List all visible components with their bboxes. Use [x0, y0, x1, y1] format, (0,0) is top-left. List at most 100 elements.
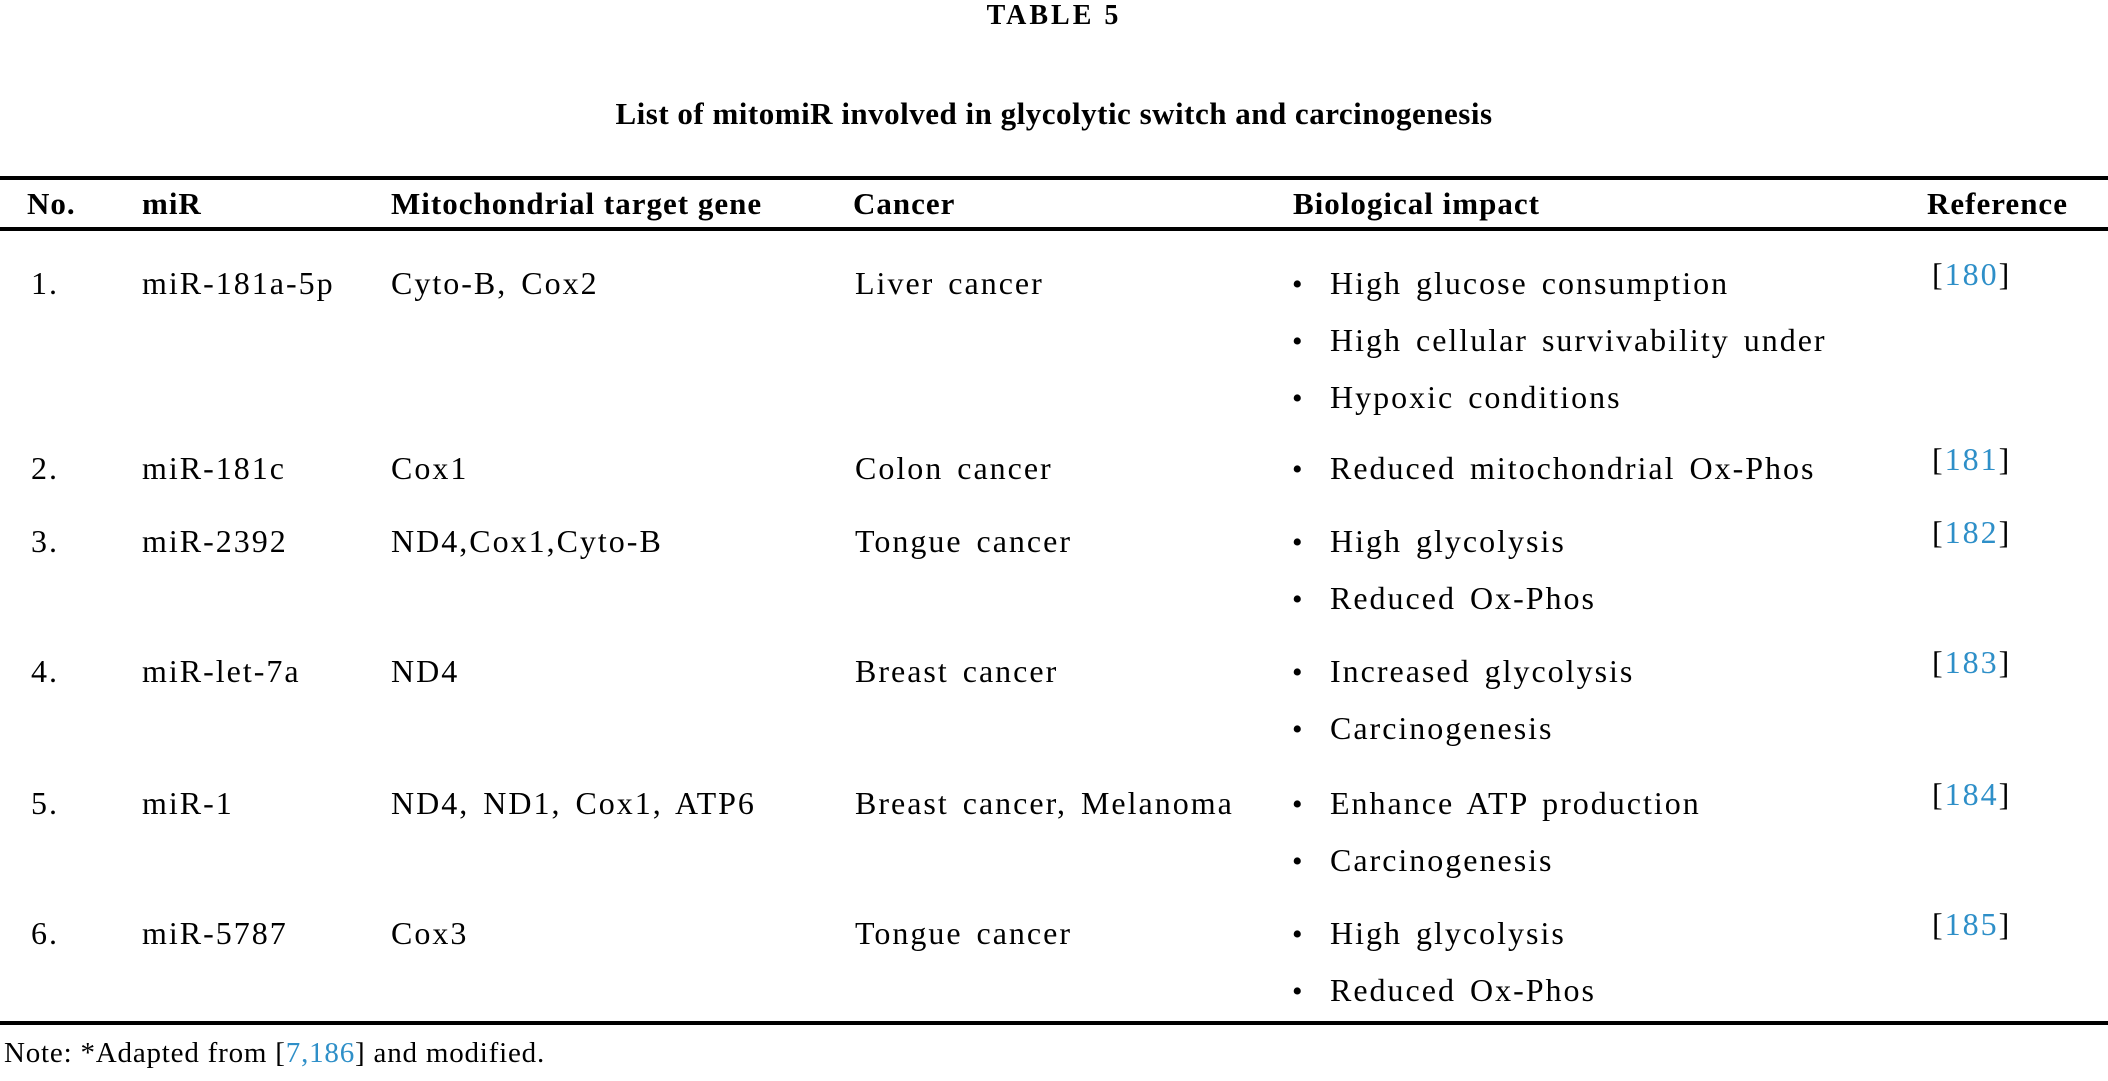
reference-cell: [183] [1932, 642, 2011, 682]
table-subtitle: List of mitomiR involved in glycolytic s… [615, 96, 1493, 131]
cancer-type: Colon cancer [855, 450, 1053, 486]
bullet-icon: • [1292, 845, 1305, 878]
impact-text: Carcinogenesis [1330, 710, 1554, 746]
impact-item: • Increased glycolysis [1292, 651, 1634, 691]
col-header-mir: miR [142, 186, 202, 221]
col-header-target-gene: Mitochondrial target gene [391, 186, 763, 221]
row-number: 6. [31, 915, 59, 951]
impact-list: • High glucose consumption • High cellular … [1292, 263, 1827, 434]
impact-list: • High glycolysis • Reduced Ox-Phos [1292, 521, 1596, 635]
reference-cell: [184] [1932, 774, 2011, 814]
reference-link[interactable]: 180 [1944, 256, 1999, 292]
impact-item: • High glycolysis [1292, 913, 1596, 953]
note-prefix: Note: *Adapted from [ [4, 1037, 286, 1069]
reference-link[interactable]: 185 [1944, 906, 1999, 942]
bullet-icon: • [1292, 583, 1305, 616]
bullet-icon: • [1292, 656, 1305, 689]
table-top-rule [0, 176, 2108, 180]
reference-open-bracket: [ [1932, 906, 1945, 942]
reference-open-bracket: [ [1932, 644, 1945, 680]
mir-name: miR-5787 [142, 915, 288, 951]
target-gene: ND4, ND1, Cox1, ATP6 [391, 785, 756, 821]
bullet-icon: • [1292, 268, 1305, 301]
reference-open-bracket: [ [1932, 514, 1945, 550]
row-number: 1. [31, 265, 59, 301]
reference-link[interactable]: 182 [1944, 514, 1999, 550]
col-header-no: No. [27, 186, 76, 221]
bullet-icon: • [1292, 325, 1305, 358]
row-number: 4. [31, 653, 59, 689]
note-reference-link[interactable]: 7,186 [285, 1037, 356, 1069]
page-title: TABLE 5 [986, 0, 1122, 31]
impact-item: • Reduced Ox-Phos [1292, 578, 1596, 618]
col-header-biological-impact: Biological impact [1293, 186, 1540, 221]
target-gene: Cox1 [391, 450, 469, 486]
mir-name: miR-181a-5p [142, 265, 335, 301]
impact-text: Increased glycolysis [1330, 653, 1635, 689]
impact-item: • High cellular survivability under [1292, 320, 1827, 360]
cancer-type: Breast cancer [855, 653, 1059, 689]
bullet-icon: • [1292, 918, 1305, 951]
impact-item: • Carcinogenesis [1292, 708, 1634, 748]
reference-close-bracket: ] [1998, 644, 2012, 680]
note-suffix: ] and modified. [355, 1037, 545, 1069]
target-gene: Cox3 [391, 915, 469, 951]
mir-name: miR-2392 [142, 523, 288, 559]
impact-text: High glucose consumption [1330, 265, 1730, 301]
col-header-cancer: Cancer [853, 186, 956, 221]
reference-close-bracket: ] [1998, 441, 2012, 477]
impact-text: Enhance ATP production [1330, 785, 1701, 821]
mir-name: miR-1 [142, 785, 234, 821]
mir-name: miR-181c [142, 450, 286, 486]
bullet-icon: • [1292, 975, 1305, 1008]
reference-close-bracket: ] [1998, 906, 2012, 942]
reference-cell: [181] [1932, 439, 2011, 479]
mir-name: miR-let-7a [142, 653, 301, 689]
impact-text: Reduced Ox-Phos [1330, 580, 1596, 616]
impact-item: • High glucose consumption [1292, 263, 1827, 303]
impact-list: • Increased glycolysis • Carcinogenesis [1292, 651, 1634, 765]
impact-item: • Carcinogenesis [1292, 840, 1701, 880]
reference-cell: [182] [1932, 512, 2011, 552]
target-gene: ND4,Cox1,Cyto-B [391, 523, 663, 559]
impact-text: Carcinogenesis [1330, 842, 1554, 878]
reference-open-bracket: [ [1932, 776, 1945, 812]
table-header-rule [0, 227, 2108, 231]
reference-cell: [185] [1932, 904, 2011, 944]
table-note: Note: *Adapted from [7,186] and modified… [4, 1035, 545, 1071]
reference-link[interactable]: 183 [1944, 644, 1999, 680]
cancer-type: Breast cancer, Melanoma [855, 785, 1234, 821]
bullet-icon: • [1292, 453, 1305, 486]
bullet-icon: • [1292, 382, 1305, 415]
impact-text: High glycolysis [1330, 523, 1566, 559]
impact-text: Hypoxic conditions [1330, 379, 1622, 415]
row-number: 2. [31, 450, 59, 486]
impact-list: • Enhance ATP production • Carcinogenesis [1292, 783, 1701, 897]
impact-list: • Reduced mitochondrial Ox-Phos [1292, 448, 1815, 505]
impact-item: • Reduced Ox-Phos [1292, 970, 1596, 1010]
impact-text: High glycolysis [1330, 915, 1566, 951]
impact-item: • Enhance ATP production [1292, 783, 1701, 823]
impact-item: • Reduced mitochondrial Ox-Phos [1292, 448, 1815, 488]
impact-list: • High glycolysis • Reduced Ox-Phos [1292, 913, 1596, 1027]
reference-open-bracket: [ [1932, 441, 1945, 477]
impact-item: • High glycolysis [1292, 521, 1596, 561]
bullet-icon: • [1292, 788, 1305, 821]
cancer-type: Liver cancer [855, 265, 1044, 301]
reference-open-bracket: [ [1932, 256, 1945, 292]
target-gene: ND4 [391, 653, 460, 689]
reference-cell: [180] [1932, 254, 2011, 294]
table-bottom-rule [0, 1021, 2108, 1025]
row-number: 3. [31, 523, 59, 559]
reference-link[interactable]: 181 [1944, 441, 1999, 477]
impact-text: Reduced Ox-Phos [1330, 972, 1596, 1008]
row-number: 5. [31, 785, 59, 821]
impact-text: High cellular survivability under [1330, 322, 1827, 358]
reference-link[interactable]: 184 [1944, 776, 1999, 812]
reference-close-bracket: ] [1998, 256, 2012, 292]
cancer-type: Tongue cancer [855, 523, 1072, 559]
target-gene: Cyto-B, Cox2 [391, 265, 599, 301]
col-header-reference: Reference [1927, 186, 2068, 221]
impact-item: • Hypoxic conditions [1292, 377, 1827, 417]
bullet-icon: • [1292, 526, 1305, 559]
